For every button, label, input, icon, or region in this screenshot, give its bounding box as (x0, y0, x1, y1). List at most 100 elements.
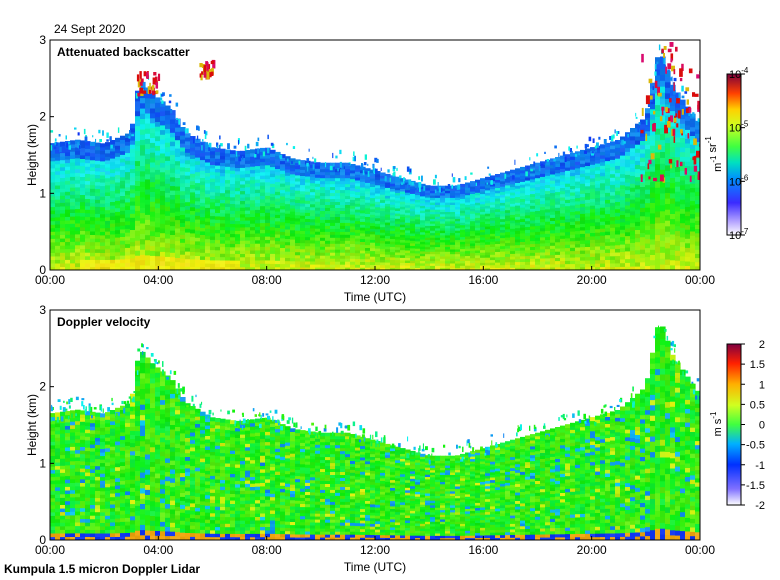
field-cell (100, 252, 106, 257)
field-cell (290, 226, 296, 231)
field-cell (145, 143, 151, 149)
field-cell (435, 220, 441, 224)
field-cell (185, 254, 191, 260)
field-cell (185, 190, 191, 195)
field-cell (160, 167, 166, 173)
field-cell (425, 189, 431, 193)
field-cell (375, 201, 381, 205)
field-cell (240, 167, 246, 172)
field-cell (385, 205, 391, 210)
field-cell (690, 126, 696, 132)
field-cell (75, 168, 81, 173)
field-cell (175, 240, 181, 246)
field-cell (560, 244, 566, 249)
field-cell (360, 267, 366, 270)
field-cell (490, 220, 496, 224)
field-speck (637, 126, 640, 132)
field-speck (635, 116, 638, 119)
field-cell (245, 160, 251, 164)
field-cell (245, 256, 251, 261)
field-cell (145, 244, 151, 251)
field-cell (305, 191, 311, 195)
field-cell (110, 179, 116, 184)
field-cell (605, 259, 611, 264)
field-cell (485, 228, 491, 232)
field-cell (670, 120, 676, 127)
field-cell (385, 189, 391, 194)
field-cell (260, 195, 266, 200)
field-cell (585, 185, 591, 190)
field-cell (475, 227, 481, 231)
field-cell (400, 244, 406, 248)
field-cell (515, 188, 521, 192)
field-cell (500, 256, 506, 260)
field-cell (260, 266, 266, 270)
field-cell (290, 204, 296, 209)
field-cell (600, 144, 606, 149)
field-cell (465, 231, 471, 235)
field-cell (105, 177, 111, 182)
field-cell (305, 251, 311, 256)
field-cell (150, 98, 156, 104)
field-cell (175, 143, 181, 149)
field-cell (75, 262, 81, 267)
aerosol-layer-04h (158, 73, 161, 81)
field-cell (445, 211, 451, 215)
field-cell (515, 210, 521, 215)
field-cell (365, 168, 371, 172)
field-cell (85, 241, 91, 246)
field-cell (395, 264, 401, 268)
field-cell (475, 249, 481, 253)
field-cell (115, 244, 121, 249)
field-cell (485, 194, 491, 199)
field-cell (480, 203, 486, 207)
field-cell (125, 220, 131, 226)
field-cell (175, 206, 181, 212)
field-cell (640, 173, 646, 179)
field-cell (160, 171, 166, 177)
field-cell (695, 245, 700, 250)
field-cell (575, 227, 581, 232)
aerosol-layer-04h (141, 78, 144, 83)
field-cell (360, 258, 366, 262)
field-cell (135, 205, 141, 211)
field-cell (525, 209, 531, 213)
field-cell (190, 258, 196, 264)
field-cell (165, 242, 171, 248)
field-cell (200, 198, 206, 203)
field-cell (175, 118, 181, 124)
field-cell (250, 223, 256, 228)
field-cell (685, 124, 691, 130)
field-cell (410, 205, 416, 209)
field-cell (65, 259, 71, 264)
field-cell (580, 169, 586, 174)
field-cell (130, 205, 136, 210)
field-cell (225, 152, 231, 157)
field-cell (290, 235, 296, 240)
field-cell (195, 182, 201, 187)
field-cell (640, 257, 646, 263)
field-cell (635, 217, 641, 222)
field-cell (620, 136, 626, 141)
field-cell (195, 259, 201, 264)
field-cell (140, 149, 146, 156)
field-speck (598, 136, 601, 140)
field-cell (485, 262, 491, 266)
field-cell (530, 175, 536, 180)
field-cell (435, 202, 441, 205)
field-cell (655, 234, 661, 241)
field-cell (565, 176, 571, 181)
field-cell (180, 202, 186, 208)
field-cell (515, 207, 521, 212)
field-cell (585, 165, 591, 170)
field-cell (285, 235, 291, 239)
field-cell (330, 216, 336, 220)
field-cell (190, 247, 196, 252)
field-cell (515, 202, 521, 206)
field-cell (420, 255, 426, 259)
field-cell (645, 247, 651, 253)
field-cell (595, 149, 601, 154)
field-cell (620, 169, 626, 175)
field-cell (205, 221, 211, 226)
field-cell (445, 267, 451, 270)
